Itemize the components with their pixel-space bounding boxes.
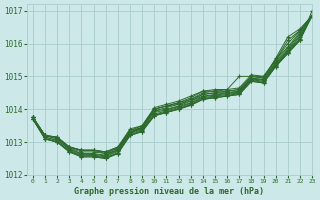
X-axis label: Graphe pression niveau de la mer (hPa): Graphe pression niveau de la mer (hPa) (75, 187, 264, 196)
